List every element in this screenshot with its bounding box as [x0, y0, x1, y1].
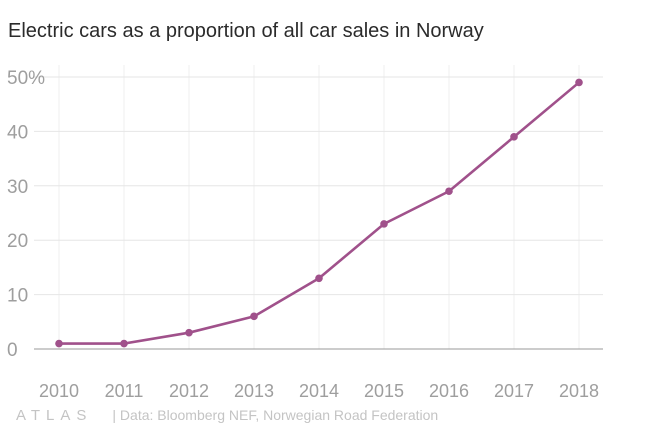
grid-layer [34, 65, 603, 350]
footer: ATLAS | Data: Bloomberg NEF, Norwegian R… [16, 405, 438, 425]
data-point [510, 133, 518, 141]
series-layer [55, 78, 583, 348]
y-tick-label: 30 [7, 177, 28, 198]
y-tick-label: 50% [7, 68, 45, 89]
x-tick-label: 2018 [559, 381, 599, 401]
x-tick-label: 2016 [429, 381, 469, 401]
x-tick-label: 2017 [494, 381, 534, 401]
y-tick-label: 10 [7, 286, 28, 307]
x-tick-label: 2013 [234, 381, 274, 401]
x-tick-label: 2014 [299, 381, 339, 401]
chart-title: Electric cars as a proportion of all car… [8, 20, 484, 42]
x-tick-label: 2010 [39, 381, 79, 401]
data-point [120, 339, 128, 348]
source-note: | Data: Bloomberg NEF, Norwegian Road Fe… [112, 407, 439, 423]
data-point [575, 78, 583, 87]
x-tick-label: 2012 [169, 381, 209, 401]
y-tick-label: 20 [7, 231, 28, 252]
x-tick-label: 2015 [364, 381, 404, 401]
axis-layer: 0 10 20 30 40 50% 2010 2011 2012 2013 2014 2015 2016… [7, 68, 599, 401]
data-point [315, 274, 323, 283]
data-point [445, 187, 453, 196]
atlas-logo: ATLAS [16, 406, 93, 424]
data-point [250, 312, 258, 321]
y-tick-label: 40 [7, 122, 28, 143]
data-point [55, 339, 63, 348]
data-point [380, 220, 388, 228]
data-point [185, 328, 193, 337]
x-tick-label: 2011 [105, 381, 144, 401]
y-tick-label: 0 [7, 340, 18, 361]
